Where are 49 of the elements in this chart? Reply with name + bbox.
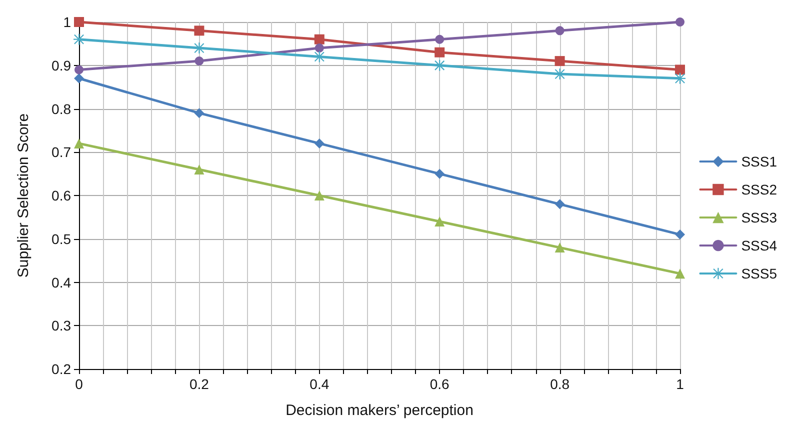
legend-label: SSS3 (741, 210, 778, 226)
point (74, 65, 84, 74)
y-axis-title: Supplier Selection Score (15, 113, 32, 278)
point (675, 268, 685, 279)
x-tick-label: 0.4 (310, 376, 330, 392)
point (554, 242, 565, 253)
x-tick-label: 0.8 (550, 376, 570, 392)
point (194, 56, 204, 66)
point (434, 47, 445, 58)
y-tick-label: 0.3 (52, 318, 72, 334)
point (676, 18, 684, 26)
point (194, 108, 204, 118)
point (314, 51, 325, 62)
point (194, 42, 205, 54)
x-axis-title: Decision makers’ perception (286, 402, 474, 419)
y-tick-label: 0.8 (52, 100, 72, 117)
point (314, 190, 324, 200)
point (74, 17, 84, 27)
x-tick-label: 0.6 (430, 376, 450, 392)
point (434, 216, 445, 227)
point (675, 64, 685, 75)
legend-label: SSS1 (741, 154, 778, 170)
point (435, 34, 444, 44)
y-tick-label: 0.6 (52, 188, 72, 204)
y-tick-label: 0.9 (52, 57, 72, 74)
point (434, 168, 445, 179)
point (554, 68, 566, 80)
legend-label: SSS5 (741, 266, 778, 282)
point (314, 44, 324, 53)
x-tick-label: 0 (75, 376, 84, 392)
legend-label: SSS2 (741, 182, 778, 198)
y-tick-label: 1 (63, 14, 72, 30)
y-tick-label: 0.4 (52, 274, 72, 290)
point (555, 26, 564, 36)
point (554, 56, 565, 66)
point (554, 199, 565, 210)
x-tick-label: 0.2 (189, 376, 210, 392)
point (74, 73, 84, 84)
y-tick-label: 0.5 (52, 230, 72, 247)
legend-label: SSS4 (741, 238, 778, 254)
x-tick-label: 1 (676, 376, 684, 392)
y-tick-label: 0.7 (52, 144, 72, 160)
point (314, 138, 324, 148)
point (194, 26, 204, 36)
point (314, 34, 324, 44)
point (194, 164, 204, 174)
point (74, 138, 84, 148)
point (675, 230, 685, 240)
y-tick-label: 0.2 (52, 361, 72, 377)
